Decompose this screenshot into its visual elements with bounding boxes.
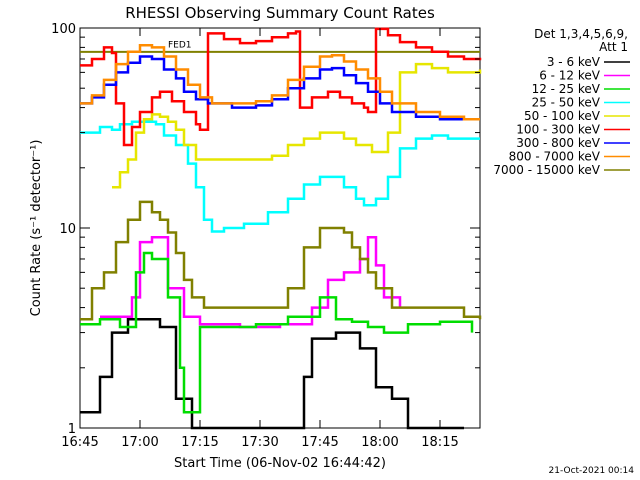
ticks-layer: 16:45 17:00 17:15 17:30 17:45 18:00 18:15 1 10 10… xyxy=(51,22,480,450)
y-axis-label: Count Rate (s⁻¹ detector⁻¹) xyxy=(29,140,44,317)
x-tick-label-3: 17:15 xyxy=(181,435,218,450)
series-line-1 xyxy=(80,317,464,430)
x-axis-label: Start Time (06-Nov-02 16:44:42) xyxy=(174,456,386,471)
legend-label-6: 100 - 300 keV xyxy=(516,123,600,137)
plot-area-frame xyxy=(79,27,481,429)
annotation-1: FED1 xyxy=(168,40,192,50)
series-line-3 xyxy=(80,251,474,414)
legend-label-1: 3 - 6 keV xyxy=(547,55,601,69)
y-tick-label-3: 100 xyxy=(51,22,76,37)
y-tick-label-2: 10 xyxy=(59,222,76,237)
series-line-9 xyxy=(80,200,482,321)
series-line-8 xyxy=(80,43,480,121)
legend-header-line-2: Att 1 xyxy=(599,40,628,54)
legend-label-5: 50 - 100 keV xyxy=(524,109,601,123)
series-layer: FED1 xyxy=(80,27,482,430)
x-tick-label-5: 17:45 xyxy=(301,435,338,450)
series-line-4 xyxy=(80,120,480,233)
x-tick-label-7: 18:15 xyxy=(421,435,458,450)
legend-label-9: 7000 - 15000 keV xyxy=(493,163,600,177)
legend-label-7: 300 - 800 keV xyxy=(516,136,600,150)
series-line-7 xyxy=(80,55,480,121)
legend-header-line-1: Det 1,3,4,5,6,9, xyxy=(534,27,628,41)
x-tick-label-6: 18:00 xyxy=(361,435,398,450)
series-line-6 xyxy=(80,27,482,147)
x-tick-label-4: 17:30 xyxy=(241,435,278,450)
chart-title: RHESSI Observing Summary Count Rates xyxy=(125,4,435,22)
x-tick-label-1: 16:45 xyxy=(61,435,98,450)
legend-label-3: 12 - 25 keV xyxy=(532,82,601,96)
x-tick-label-2: 17:00 xyxy=(121,435,158,450)
generated-timestamp: 21-Oct-2021 00:14 xyxy=(548,466,634,476)
series-line-5 xyxy=(112,62,482,189)
series-line-2 xyxy=(100,235,402,329)
legend-label-2: 6 - 12 keV xyxy=(539,69,601,83)
legend-label-8: 800 - 7000 keV xyxy=(509,150,601,164)
y-tick-label-1: 1 xyxy=(68,422,76,437)
legend-label-4: 25 - 50 keV xyxy=(532,96,601,110)
